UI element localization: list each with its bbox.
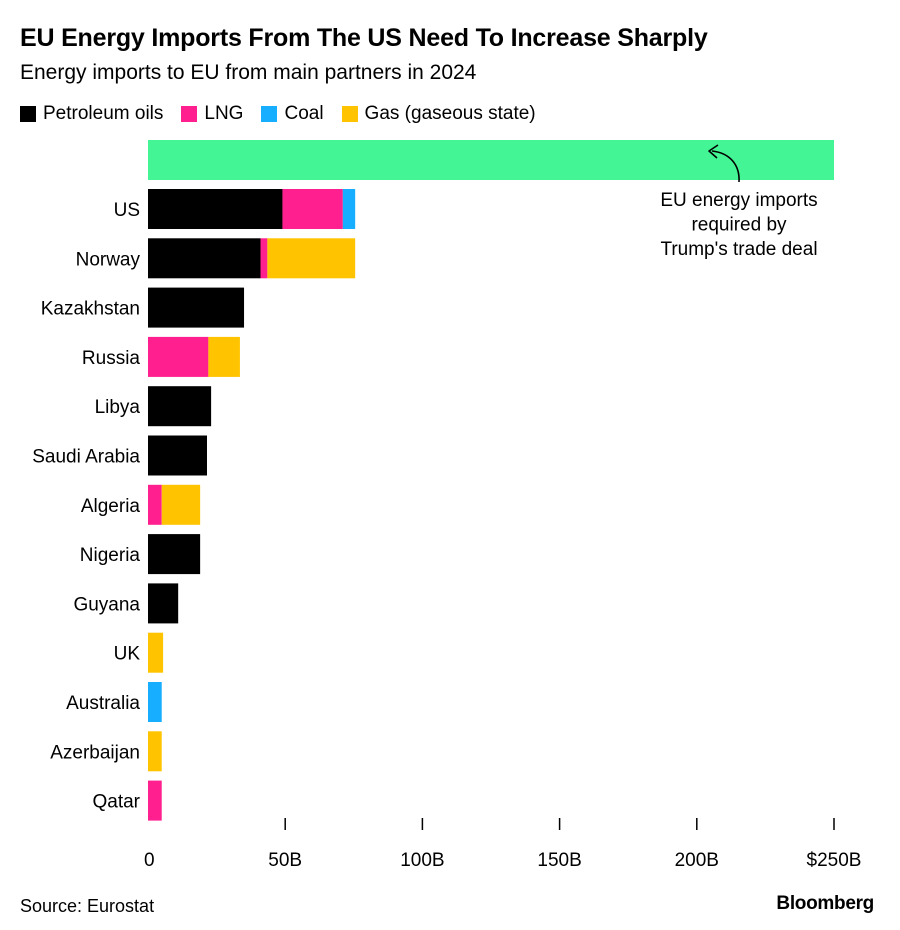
bar-chart: EU energy imports required by Trump's trad…: [32, 140, 862, 871]
bar-segment-coal: [148, 682, 162, 722]
legend: Petroleum oils LNG Coal Gas (gaseous sta…: [20, 103, 554, 125]
category-label: Australia: [66, 693, 140, 714]
source-note: Source: Eurostat: [20, 896, 155, 916]
bar-segment-petroleum-oils: [148, 583, 179, 624]
annotation-text-line: EU energy imports: [660, 190, 817, 211]
bar-segment-lng: [260, 238, 268, 279]
bar-segment-petroleum-oils: [148, 238, 261, 279]
bar-segment-petroleum-oils: [148, 386, 212, 427]
legend-label-gas: Gas (gaseous state): [364, 103, 536, 124]
annotation-text-line: Trump's trade deal: [660, 239, 817, 260]
bar-segment-lng: [148, 780, 162, 821]
bar-segment-lng: [148, 336, 209, 377]
category-label: Guyana: [73, 594, 140, 615]
x-tick-label: 150B: [537, 850, 581, 871]
x-tick-label: 200B: [675, 850, 719, 871]
legend-item-gas: Gas (gaseous state): [341, 103, 536, 125]
bar-segment-gas-gaseous-state: [161, 484, 201, 525]
bar-segment-lng: [282, 189, 343, 229]
bar-segment-petroleum-oils: [148, 435, 207, 476]
annotation-arrow-line: [711, 150, 740, 183]
legend-item-lng: LNG: [181, 103, 243, 125]
reference-bar: [148, 140, 834, 180]
chart-subtitle: Energy imports to EU from main partners …: [20, 61, 477, 84]
bar-segment-coal: [342, 189, 356, 229]
bar-segment-lng: [148, 484, 162, 525]
category-label: UK: [114, 644, 141, 665]
bar-segment-gas-gaseous-state: [267, 238, 356, 279]
bar-segment-petroleum-oils: [148, 189, 283, 229]
bar-segment-petroleum-oils: [148, 534, 201, 575]
bar-segment-gas-gaseous-state: [148, 731, 162, 772]
legend-item-coal: Coal: [261, 103, 324, 125]
category-label: Algeria: [81, 496, 141, 517]
category-label: Libya: [95, 397, 141, 418]
annotation-text-line: required by: [691, 215, 787, 236]
category-label: Saudi Arabia: [32, 447, 140, 468]
legend-item-petroleum: Petroleum oils: [20, 103, 163, 125]
annotation-arrow-head: [708, 144, 719, 159]
category-label: Qatar: [92, 792, 140, 813]
brand-logo: Bloomberg: [776, 893, 874, 914]
category-label: Russia: [82, 348, 141, 369]
bar-segment-petroleum-oils: [148, 287, 245, 328]
legend-swatch-gas: [341, 106, 358, 122]
bar-segment-gas-gaseous-state: [148, 632, 164, 673]
legend-label-lng: LNG: [204, 103, 244, 124]
category-label: Azerbaijan: [50, 742, 140, 763]
legend-swatch-petroleum: [20, 106, 36, 122]
x-tick-label: 50B: [268, 850, 302, 871]
x-tick-label: 0: [144, 850, 155, 871]
bar-segment-gas-gaseous-state: [208, 336, 240, 377]
category-label: Nigeria: [80, 545, 141, 566]
legend-swatch-lng: [181, 106, 198, 122]
category-label: Kazakhstan: [41, 299, 140, 320]
legend-label-coal: Coal: [284, 103, 324, 124]
legend-swatch-coal: [261, 106, 278, 122]
category-label: Norway: [76, 249, 141, 270]
category-label: US: [114, 200, 140, 221]
x-tick-label: $250B: [807, 850, 862, 871]
chart-title: EU Energy Imports From The US Need To In…: [20, 24, 708, 52]
x-tick-label: 100B: [400, 850, 444, 871]
legend-label-petroleum: Petroleum oils: [43, 103, 164, 124]
